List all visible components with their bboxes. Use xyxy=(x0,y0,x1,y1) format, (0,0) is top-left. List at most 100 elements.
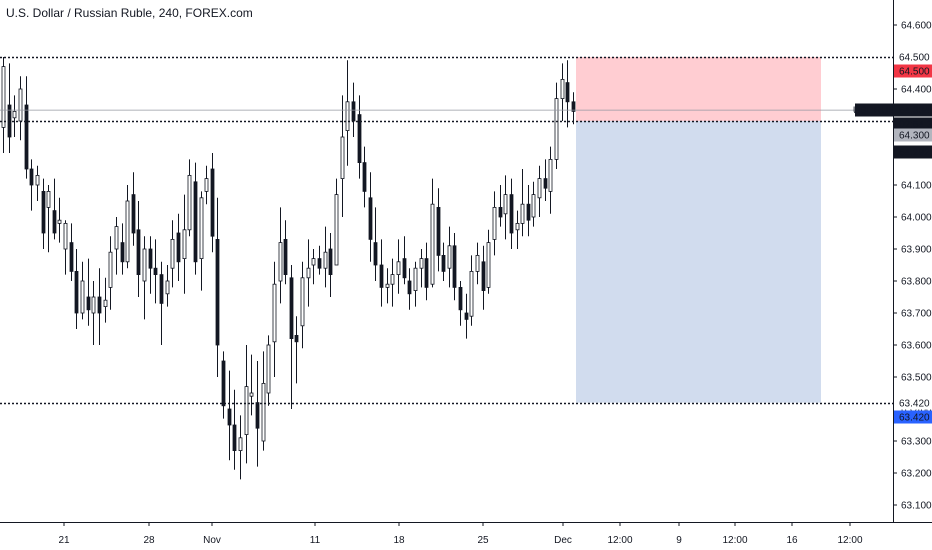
candle-down xyxy=(221,360,226,407)
price-tag-label: 64.334 xyxy=(899,106,930,117)
candle-up xyxy=(515,222,520,231)
candle-up xyxy=(46,190,51,208)
candle-down xyxy=(407,280,412,295)
candle-up xyxy=(261,382,266,442)
price-tag xyxy=(894,396,932,410)
candle-up xyxy=(345,101,350,132)
price-tag xyxy=(894,410,932,424)
candle-up xyxy=(492,206,497,240)
candle-down xyxy=(69,242,74,272)
candle-up xyxy=(419,258,424,269)
price-tick-label: 63.800 xyxy=(901,277,932,288)
candle-down xyxy=(317,258,322,269)
price-tick-label: 64.400 xyxy=(901,85,932,96)
candle-up xyxy=(548,158,553,192)
candle-down xyxy=(227,408,232,426)
candle-down xyxy=(24,104,29,170)
price-tag xyxy=(894,145,932,159)
candle-down xyxy=(441,254,446,272)
price-tag-label: 64.292 xyxy=(899,148,930,159)
candle-up xyxy=(249,392,254,397)
candle-up xyxy=(531,194,536,218)
price-tick-label: 63.100 xyxy=(901,501,932,512)
candle-down xyxy=(41,190,46,234)
candle-up xyxy=(1,66,6,128)
candle-down xyxy=(294,334,299,343)
candle-up xyxy=(469,270,474,317)
candle-down xyxy=(351,101,356,122)
price-axis xyxy=(893,0,932,550)
symbol-tag-label: USDRUB xyxy=(853,106,896,117)
time-tick-label: 18 xyxy=(393,535,405,546)
candle-up xyxy=(272,283,277,343)
candle-up xyxy=(238,437,243,451)
candle-down xyxy=(458,286,463,311)
candle-down xyxy=(176,232,181,263)
candle-down xyxy=(136,229,141,276)
candle-up xyxy=(413,267,418,292)
price-tick-label: 64.600 xyxy=(901,21,932,32)
candle-up xyxy=(396,261,401,275)
candle-down xyxy=(74,270,79,314)
price-tick-label: 63.600 xyxy=(901,341,932,352)
price-tag xyxy=(894,50,932,64)
candle-down xyxy=(436,206,441,256)
candle-up xyxy=(91,296,96,314)
candle-down xyxy=(565,82,570,103)
price-tag-label: 02:54:34 xyxy=(899,120,932,131)
candle-up xyxy=(204,178,209,192)
price-tag-label: 63.420 xyxy=(899,399,930,410)
price-tag xyxy=(894,117,932,131)
candle-up xyxy=(63,222,68,250)
candle-up xyxy=(447,245,452,269)
stop-loss-zone xyxy=(576,57,821,121)
candle-down xyxy=(153,267,158,276)
candle-down xyxy=(289,277,294,339)
candle-down xyxy=(368,197,373,240)
price-tick-label: 63.400 xyxy=(901,405,932,416)
candle-up xyxy=(108,251,113,288)
candle-up xyxy=(554,98,559,160)
candle-up xyxy=(300,277,305,327)
candle-down xyxy=(452,245,457,288)
candle-up xyxy=(560,79,565,100)
candle-down xyxy=(29,168,34,186)
candle-up xyxy=(182,229,187,260)
candle-down xyxy=(120,242,125,263)
time-tick-label: Dec xyxy=(554,535,572,546)
time-tick-label: 21 xyxy=(58,535,70,546)
price-tag-label: 64.500 xyxy=(899,67,930,78)
price-tick-label: 64.000 xyxy=(901,213,932,224)
price-tag-label: 63.420 xyxy=(899,413,930,424)
time-tick-label: 12:00 xyxy=(722,535,747,546)
time-tick-label: 16 xyxy=(786,535,798,546)
candle-up xyxy=(537,178,542,199)
candle-up xyxy=(57,219,62,224)
price-tag xyxy=(894,64,932,78)
candle-up xyxy=(35,174,40,186)
candle-down xyxy=(571,101,576,112)
time-tick-label: 12:00 xyxy=(607,535,632,546)
candle-up xyxy=(311,258,316,266)
price-tick-label: 63.200 xyxy=(901,469,932,480)
price-tick-label: 63.300 xyxy=(901,437,932,448)
candle-down xyxy=(543,178,548,189)
candle-up xyxy=(18,88,23,122)
candle-down xyxy=(526,203,531,221)
candle-down xyxy=(255,402,260,429)
candle-down xyxy=(357,114,362,163)
candle-down xyxy=(373,242,378,266)
candle-up xyxy=(103,299,108,308)
candle-down xyxy=(283,238,288,275)
price-tick-label: 63.900 xyxy=(901,245,932,256)
price-tag xyxy=(894,128,932,142)
candle-up xyxy=(475,254,480,272)
candle-up xyxy=(125,200,130,263)
price-tag-label: 64.500 xyxy=(899,53,930,64)
candle-down xyxy=(215,238,220,346)
candle-down xyxy=(481,261,486,291)
symbol-tag xyxy=(855,103,893,117)
candle-down xyxy=(210,168,215,237)
candle-up xyxy=(323,251,328,269)
